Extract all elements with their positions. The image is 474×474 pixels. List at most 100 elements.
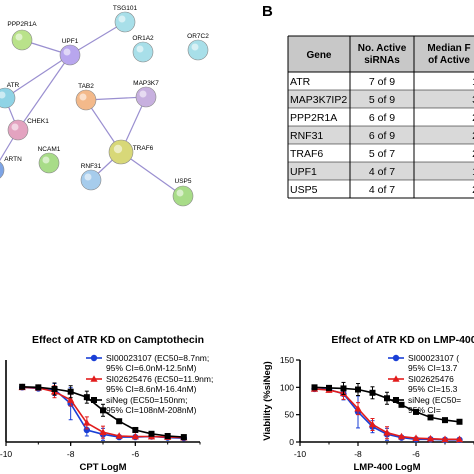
panel-letter-b: B [262, 3, 273, 20]
table-cell-median: 2 [472, 112, 474, 124]
data-point [455, 435, 464, 443]
data-point [398, 401, 405, 408]
network-node-sphere [187, 39, 209, 61]
network-node: ARTN [0, 156, 22, 179]
data-point [67, 396, 75, 403]
table-header-line: Median F [427, 43, 470, 54]
table-row [288, 162, 474, 180]
network-node-sphere [75, 89, 97, 111]
network-edge [120, 151, 184, 197]
y-tick-label: 0 [289, 437, 294, 447]
data-point [413, 408, 419, 415]
legend-label: SI02625476 95% CI=15.3 [408, 374, 458, 394]
table-row [288, 144, 474, 162]
table-header-bg [288, 36, 474, 72]
data-point [83, 394, 90, 401]
network-node-sphere [80, 169, 102, 191]
table-header-line: No. Active [358, 43, 407, 54]
table-cell-gene: ATR [290, 76, 311, 88]
network-node: ATR [0, 82, 20, 109]
network-node: TRAF6 [108, 139, 154, 165]
table-cell-active: 6 of 9 [369, 130, 395, 142]
series-square [19, 382, 187, 441]
table-cell-active: 7 of 9 [369, 76, 395, 88]
node-highlight [42, 156, 50, 164]
data-point [383, 428, 391, 436]
network-node: PPP2R1A [7, 21, 37, 51]
table-row [288, 72, 474, 90]
legend-entry: SI02625476 (EC50=11.9nm; 95% CI=8.6nM-16.… [86, 374, 213, 394]
data-point [19, 383, 26, 390]
network-node-sphere [59, 44, 81, 66]
table-cell-gene: UPF1 [290, 166, 317, 178]
network-node: TAB2 [75, 83, 97, 111]
network-node: RNF31 [80, 163, 102, 191]
table-header-line: Gene [306, 50, 331, 61]
x-tick-label: -10 [294, 449, 307, 459]
legend-entry: SI00023107 (EC50=8.7nm; 95% CI=6.0nM-12.5… [86, 353, 209, 373]
network-edge [17, 54, 71, 131]
x-tick-label: -6 [132, 449, 140, 459]
table-row [288, 180, 474, 198]
table-cell-active: 5 of 9 [369, 94, 395, 106]
legend-label-line: 95% CI=15.3 [408, 384, 458, 394]
data-point [397, 432, 406, 440]
table-header-line: of Active [428, 55, 470, 66]
data-point [132, 426, 139, 433]
y-tick-label: 50 [285, 410, 295, 420]
node-highlight [139, 90, 147, 98]
data-point [427, 414, 434, 421]
node-highlight [176, 189, 184, 197]
network-node-label: UPF1 [62, 38, 79, 45]
legend-label-line: 95% CI=108nM-208nM) [106, 405, 197, 415]
table-cell-median: 2 [472, 148, 474, 160]
network-node-label: RNF31 [81, 163, 102, 170]
table-header-cell: No. Active siRNAs [358, 43, 407, 66]
network-node-sphere [132, 41, 154, 63]
data-point [67, 388, 74, 395]
table-cell-gene: PPP2R1A [290, 112, 337, 124]
network-node-label: TRAF6 [133, 145, 154, 152]
x-axis-label: LMP-400 LogM [353, 462, 420, 473]
legend-label: SI00023107 (EC50=8.7nm; 95% CI=6.0nM-12.5… [106, 353, 209, 373]
legend-entry: siNeg (EC50=150nm; 95% CI=108nM-208nM) [86, 395, 197, 415]
legend-label-line: SI00023107 ( [408, 353, 459, 363]
data-point [442, 417, 448, 424]
data-point [369, 389, 376, 396]
network-node-label: OR7C2 [187, 33, 209, 40]
network-node-label: PPP2R1A [7, 21, 37, 28]
data-point [35, 384, 42, 391]
network-node: OR7C2 [187, 33, 209, 61]
legend-label-line: SI00023107 (EC50=8.7nm; [106, 353, 209, 363]
table-row [288, 108, 474, 126]
network-node-label: OR1A2 [132, 35, 154, 42]
table-cell-active: 4 of 7 [369, 166, 395, 178]
node-highlight [79, 93, 87, 101]
table-row [288, 126, 474, 144]
chart-title: Effect of ATR KD on LMP-400 [331, 334, 474, 346]
data-point [148, 430, 155, 437]
legend-label-line: SI02625476 [408, 374, 454, 384]
x-tick-label: -6 [412, 449, 420, 459]
data-point [326, 384, 332, 391]
data-point [116, 418, 123, 425]
data-point [180, 434, 187, 441]
node-highlight [191, 43, 199, 51]
table-cell-active: 5 of 7 [369, 148, 395, 160]
legend-label-line: 95% CI=8.6nM-16.4nM) [106, 384, 197, 394]
legend-label-line: siNeg (EC50=150nm; [106, 395, 188, 405]
data-point [412, 434, 420, 441]
network-edge [69, 21, 126, 56]
series-square [311, 381, 463, 425]
data-point [311, 384, 318, 391]
legend-entry: siNeg (EC50= 95% CI= [388, 395, 461, 415]
network-node: MAP3K7 [133, 80, 159, 108]
table-header-cell: Gene [306, 50, 331, 61]
network-node-label: ATR [7, 82, 20, 89]
data-point [441, 435, 449, 443]
network-node-label: NCAM1 [38, 146, 61, 153]
network-node-sphere [7, 119, 29, 141]
legend-label: SI00023107 (95% CI=13.7 [408, 353, 459, 373]
data-point [99, 428, 107, 435]
